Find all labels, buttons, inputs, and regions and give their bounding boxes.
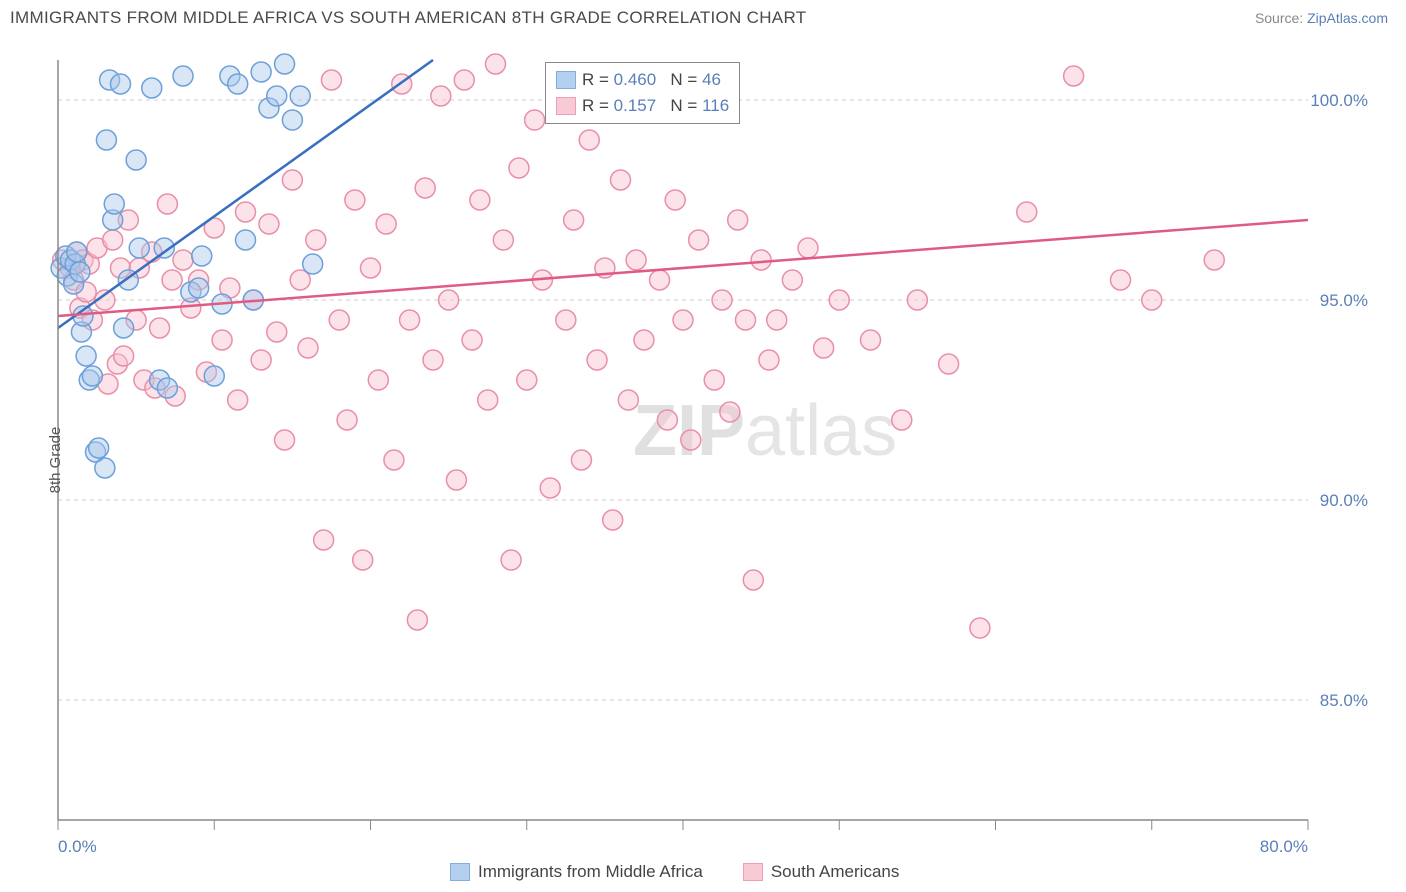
y-axis-label: 8th Grade — [47, 427, 64, 494]
legend-stats: R = 0.460 N = 46 — [582, 70, 721, 90]
svg-text:100.0%: 100.0% — [1310, 91, 1368, 110]
legend-swatch — [556, 71, 576, 89]
series-name: South Americans — [771, 862, 900, 882]
legend-stats: R = 0.157 N = 116 — [582, 96, 729, 116]
legend-swatch — [450, 863, 470, 881]
series-legend-item: Immigrants from Middle Africa — [450, 862, 703, 882]
series-name: Immigrants from Middle Africa — [478, 862, 703, 882]
svg-text:ZIPatlas: ZIPatlas — [633, 391, 897, 471]
chart-title: IMMIGRANTS FROM MIDDLE AFRICA VS SOUTH A… — [10, 8, 806, 28]
legend-row: R = 0.157 N = 116 — [556, 93, 729, 119]
chart-container: 8th Grade 85.0% 90.0% 95.0% 100.0% ZIPatlas 0… — [10, 40, 1396, 880]
svg-text:90.0%: 90.0% — [1320, 491, 1368, 510]
scatter-chart: 85.0% 90.0% 95.0% 100.0% ZIPatlas 0.0% 80.0% — [10, 40, 1396, 880]
series-legend-item: South Americans — [743, 862, 900, 882]
source-link[interactable]: ZipAtlas.com — [1307, 10, 1388, 26]
legend-swatch — [743, 863, 763, 881]
svg-text:85.0%: 85.0% — [1320, 691, 1368, 710]
legend-swatch — [556, 97, 576, 115]
series-legend: Immigrants from Middle Africa South Ameri… — [450, 862, 899, 882]
correlation-legend: R = 0.460 N = 46 R = 0.157 N = 116 — [545, 62, 740, 124]
source-prefix: Source: — [1255, 10, 1307, 26]
svg-text:95.0%: 95.0% — [1320, 291, 1368, 310]
legend-row: R = 0.460 N = 46 — [556, 67, 729, 93]
source-attribution: Source: ZipAtlas.com — [1255, 10, 1388, 26]
svg-text:80.0%: 80.0% — [1260, 837, 1308, 856]
svg-text:0.0%: 0.0% — [58, 837, 97, 856]
